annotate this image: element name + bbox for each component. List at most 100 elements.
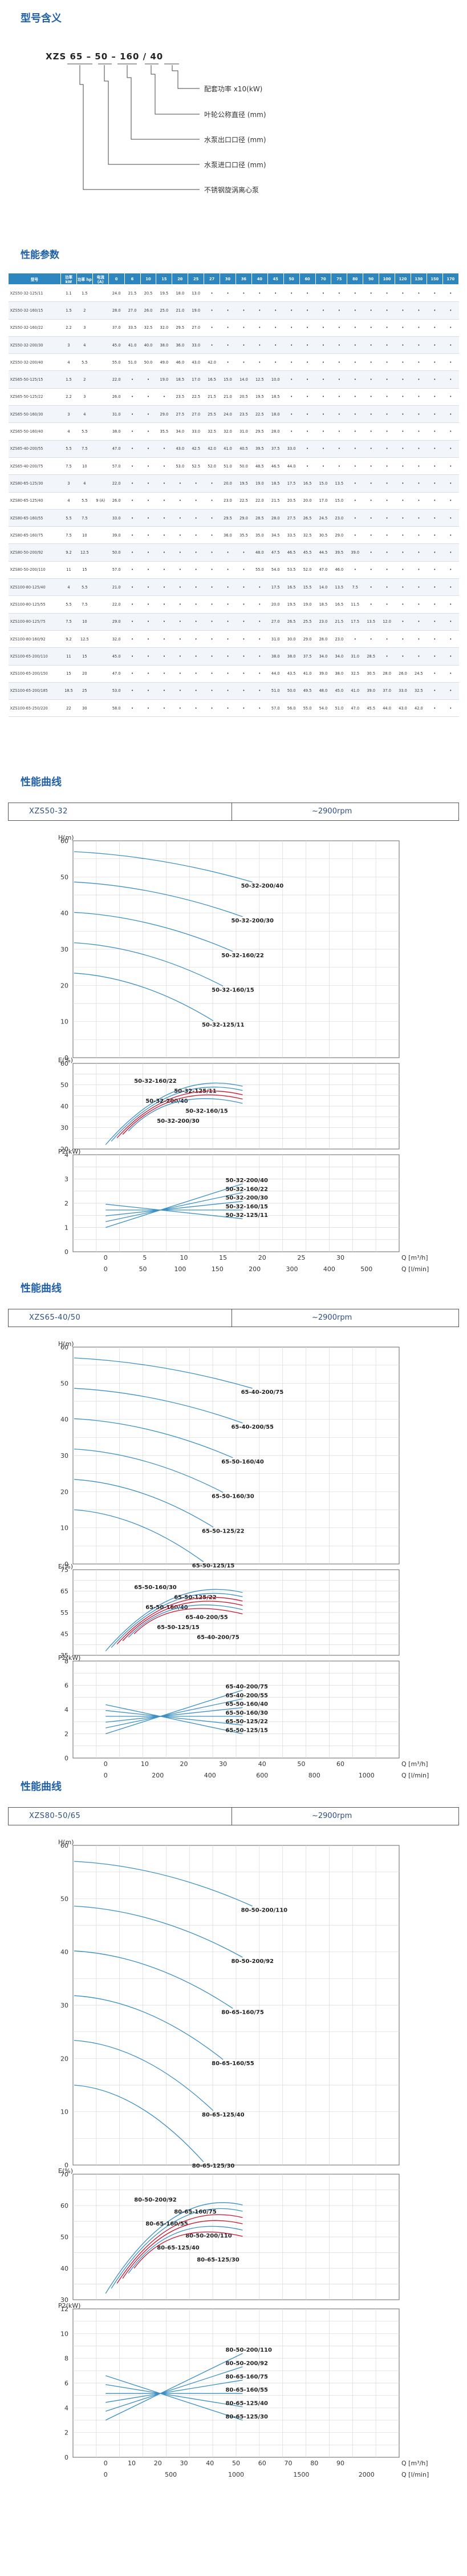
y-tick-label: 20 bbox=[60, 1146, 68, 1153]
table-cell: • bbox=[427, 284, 443, 303]
table-cell: • bbox=[379, 561, 395, 579]
table-cell: • bbox=[172, 543, 188, 562]
table-cell: • bbox=[363, 492, 379, 510]
table-cell: • bbox=[235, 578, 252, 596]
table-cell: • bbox=[427, 319, 443, 337]
table-cell: • bbox=[220, 543, 236, 562]
table-cell: 51.0 bbox=[124, 353, 141, 372]
y-tick-label: 2 bbox=[64, 1731, 68, 1738]
table-cell: • bbox=[204, 595, 220, 614]
table-row: XZS65-40-200/55 5.5 7.5 47.0 • • • 43.0 42.5 42.0… bbox=[8, 440, 459, 458]
table-cell: • bbox=[347, 509, 363, 527]
table-cell: • bbox=[220, 647, 236, 666]
table-cell: • bbox=[363, 578, 379, 596]
table-cell: • bbox=[156, 682, 172, 700]
curve-label: 50-32-200/40 bbox=[225, 1178, 268, 1184]
table-cell: 47.0 bbox=[347, 699, 363, 717]
table-cell: • bbox=[251, 630, 268, 648]
curve-label: 80-65-125/30 bbox=[225, 2414, 268, 2420]
table-cell: 3 bbox=[76, 388, 93, 406]
table-cell: 10.0 bbox=[267, 370, 284, 389]
table-cell: 15.0 bbox=[220, 370, 236, 389]
table-cell: • bbox=[156, 509, 172, 527]
curve-header-bar: XZS80-50/65 ~2900rpm bbox=[8, 1807, 459, 1825]
table-cell-model: XZS65-50-125/22 bbox=[8, 388, 61, 406]
table-cell: • bbox=[442, 370, 459, 389]
table-cell: 12.5 bbox=[251, 370, 268, 389]
table-cell: • bbox=[331, 457, 347, 475]
table-cell: 33.5 bbox=[124, 319, 141, 337]
x2-tick-label: 1000 bbox=[359, 1772, 375, 1779]
table-cell: 17.5 bbox=[283, 474, 300, 493]
table-cell: • bbox=[442, 526, 459, 545]
table-cell: 18.5 bbox=[60, 682, 77, 700]
table-cell: 24.5 bbox=[315, 509, 331, 527]
table-cell: 12.5 bbox=[76, 543, 93, 562]
table-cell bbox=[92, 440, 109, 458]
table-cell: • bbox=[124, 630, 141, 648]
table-header-cell: 150 bbox=[426, 273, 443, 285]
table-cell: 11 bbox=[60, 561, 77, 579]
table-cell: • bbox=[395, 492, 411, 510]
table-cell: • bbox=[442, 440, 459, 458]
table-cell: 17.0 bbox=[188, 370, 204, 389]
table-cell: 53.5 bbox=[283, 561, 300, 579]
curve-speed-label: ~2900rpm bbox=[312, 1313, 352, 1322]
table-cell: • bbox=[442, 319, 459, 337]
table-cell: 25.5 bbox=[204, 405, 220, 424]
table-cell: • bbox=[299, 336, 315, 354]
table-cell: • bbox=[267, 353, 284, 372]
table-cell: 29.0 bbox=[108, 613, 125, 631]
table-cell: • bbox=[363, 543, 379, 562]
table-cell: 36.0 bbox=[172, 336, 188, 354]
table-cell: • bbox=[411, 492, 427, 510]
curve-line bbox=[122, 1601, 243, 1641]
y-axis-label: P2(kW) bbox=[58, 1148, 80, 1155]
x-tick-label: 0 bbox=[104, 1254, 108, 1261]
table-cell: 48.0 bbox=[251, 543, 268, 562]
table-cell: • bbox=[395, 370, 411, 389]
table-cell: 21.0 bbox=[108, 578, 125, 596]
table-cell: 19.0 bbox=[299, 595, 315, 614]
y-tick-label: 60 bbox=[60, 2202, 68, 2210]
table-cell: 5.5 bbox=[76, 578, 93, 596]
table-cell: • bbox=[427, 682, 443, 700]
table-cell: • bbox=[395, 457, 411, 475]
table-header-cell: 70 bbox=[315, 273, 332, 285]
table-cell: • bbox=[220, 336, 236, 354]
table-cell: • bbox=[220, 578, 236, 596]
table-cell: • bbox=[251, 319, 268, 337]
table-cell: • bbox=[427, 370, 443, 389]
table-cell: • bbox=[427, 422, 443, 441]
y-tick-label: 2 bbox=[64, 2429, 68, 2437]
table-cell: 19.5 bbox=[156, 284, 172, 303]
table-cell: • bbox=[188, 474, 204, 493]
table-cell: • bbox=[124, 595, 141, 614]
table-cell: • bbox=[220, 682, 236, 700]
curve-line bbox=[74, 1995, 224, 2060]
table-cell: 13.0 bbox=[188, 284, 204, 303]
table-cell: • bbox=[379, 370, 395, 389]
table-cell: 42.0 bbox=[204, 353, 220, 372]
y-axis-label: E(%) bbox=[58, 2167, 73, 2175]
table-cell: • bbox=[315, 370, 331, 389]
table-cell: 27.0 bbox=[188, 319, 204, 337]
table-cell: 28.5 bbox=[363, 647, 379, 666]
table-cell: • bbox=[427, 474, 443, 493]
y-tick-label: 40 bbox=[60, 1949, 68, 1956]
table-cell: • bbox=[379, 630, 395, 648]
y-tick-label: 4 bbox=[64, 1151, 68, 1159]
table-cell: • bbox=[220, 353, 236, 372]
table-cell: • bbox=[347, 353, 363, 372]
table-cell: 42.5 bbox=[188, 440, 204, 458]
table-cell: 22.0 bbox=[108, 595, 125, 614]
table-cell: • bbox=[442, 665, 459, 683]
table-cell: • bbox=[235, 699, 252, 717]
table-cell: • bbox=[188, 613, 204, 631]
curve-section-title: 性能曲线 bbox=[21, 1283, 62, 1295]
performance-curve-chart: 6050403020100H(m)65-40-200/7565-40-200/5… bbox=[58, 1341, 429, 1779]
table-cell: • bbox=[395, 440, 411, 458]
table-cell: 17.5 bbox=[267, 578, 284, 596]
table-cell: • bbox=[442, 336, 459, 354]
table-cell: • bbox=[442, 699, 459, 717]
